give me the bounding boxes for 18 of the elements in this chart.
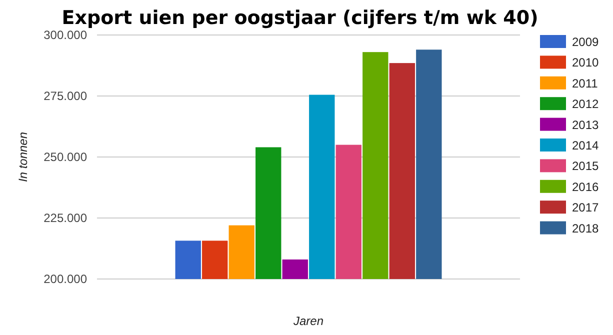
y-axis-title: In tonnen — [16, 132, 30, 182]
legend-label: 2011 — [572, 76, 598, 90]
legend-label: 2012 — [572, 97, 600, 112]
y-tick-label: 300.000 — [44, 28, 88, 42]
y-tick-label: 225.000 — [44, 211, 88, 226]
legend-label: 2017 — [572, 200, 600, 215]
legend-label: 2016 — [572, 180, 600, 194]
y-tick-label: 200.000 — [44, 272, 88, 286]
x-axis-title: Jaren — [292, 314, 324, 328]
legend-label: 2014 — [572, 138, 600, 152]
legend-label: 2015 — [572, 159, 600, 174]
chart-title: Export uien per oogstjaar (cijfers t/m wk 40) — [62, 7, 538, 29]
y-tick-label: 250.000 — [44, 150, 88, 164]
legend-label: 2018 — [572, 221, 600, 236]
legend-label: 2010 — [572, 56, 600, 70]
y-tick-label: 275.000 — [44, 89, 88, 104]
legend-label: 2009 — [572, 35, 600, 49]
legend-label: 2013 — [572, 118, 600, 132]
